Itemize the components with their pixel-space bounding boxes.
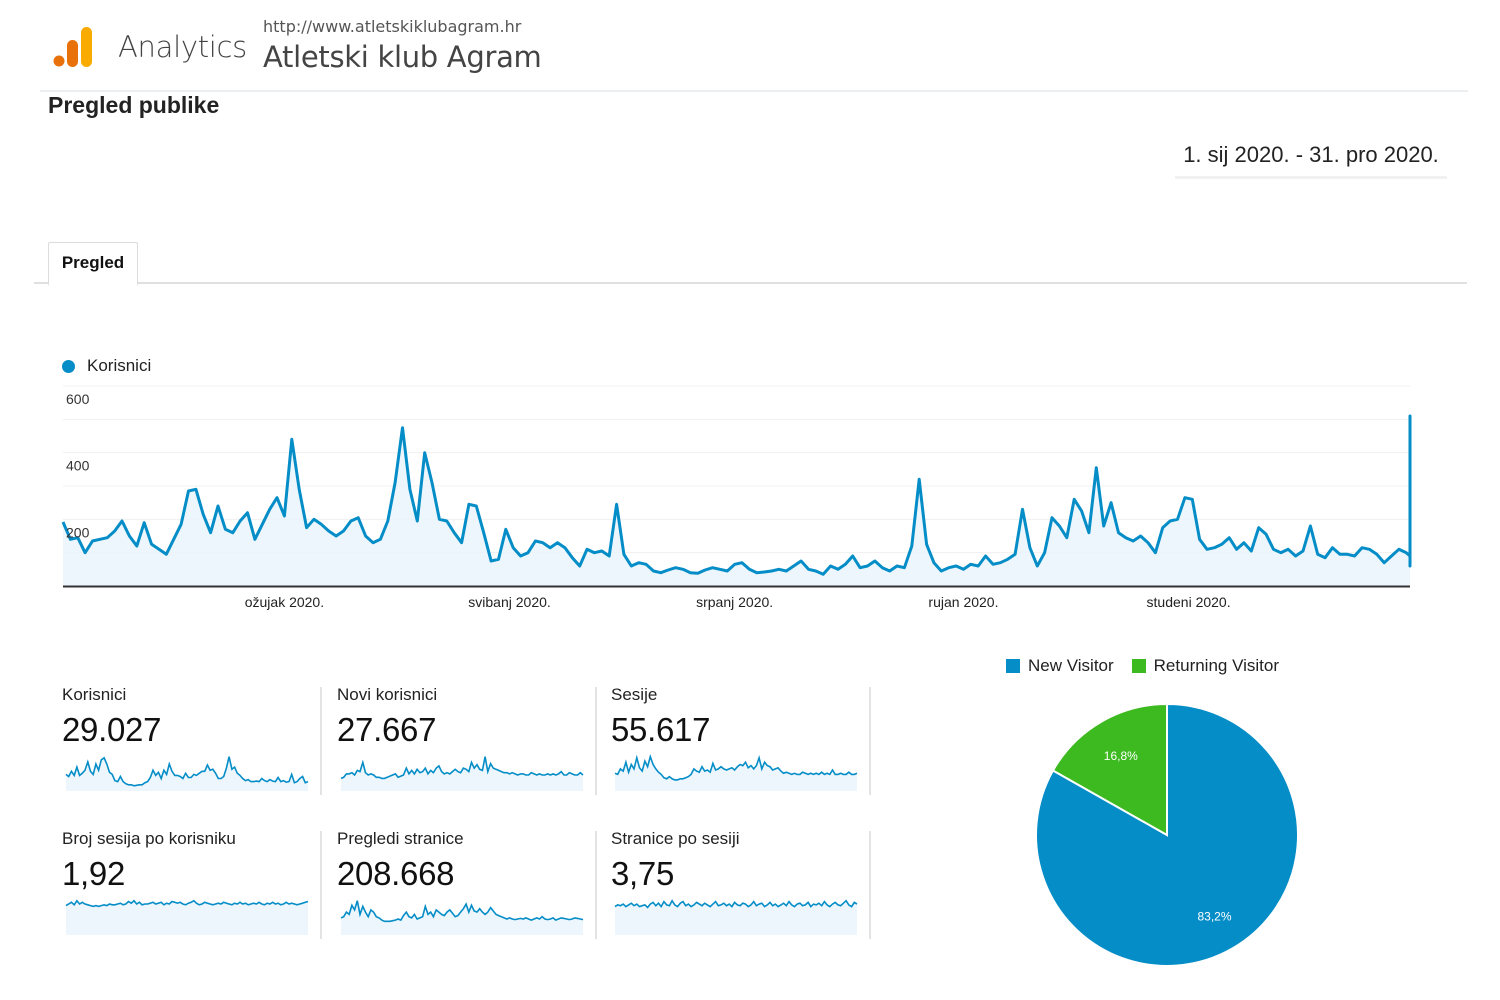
metric-value: 1,92	[62, 855, 126, 892]
header-divider	[40, 90, 1468, 92]
metric-label: Novi korisnici	[337, 685, 438, 704]
sparkline-fill	[66, 900, 308, 935]
property-url: http://www.atletskiklubagram.hr	[263, 17, 522, 36]
metric-card-sesije-po-korisniku[interactable]: Broj sesija po korisniku 1,92	[62, 829, 322, 937]
metric-value: 27.667	[337, 711, 437, 748]
x-tick-label: studeni 2020.	[1147, 594, 1231, 610]
metric-separator	[320, 831, 322, 939]
metric-label: Broj sesija po korisniku	[62, 829, 236, 848]
pie-slice-label: 16,8%	[1104, 749, 1138, 763]
x-tick-label: srpanj 2020.	[696, 594, 773, 610]
pie-slice-returning-visitor[interactable]	[1051, 702, 1168, 837]
legend-item-returning-visitor[interactable]: Returning Visitor	[1131, 656, 1280, 676]
sparkline-line	[65, 756, 309, 787]
tab-bar-divider	[34, 282, 1467, 284]
metric-separator	[869, 687, 871, 795]
sparkline-fill	[341, 756, 583, 791]
legend-label: Returning Visitor	[1153, 656, 1280, 675]
y-tick-label: 600	[66, 391, 90, 407]
metric-card-novi-korisnici[interactable]: Novi korisnici 27.667	[337, 685, 597, 793]
sparkline-line	[340, 900, 584, 923]
metric-sparkline	[340, 756, 584, 791]
property-name[interactable]: Atletski klub Agram	[263, 40, 542, 74]
metric-value: 208.668	[337, 855, 455, 892]
metric-value: 3,75	[611, 855, 675, 892]
metric-sparkline	[614, 754, 858, 791]
google-analytics-bars-icon	[53, 27, 92, 67]
metric-label: Pregledi stranice	[337, 829, 464, 848]
legend-dot-icon	[62, 359, 75, 373]
legend-swatch-icon	[1131, 659, 1146, 673]
visitor-type-pie-chart[interactable]: 83,2% 16,8%	[1030, 698, 1305, 973]
chart-axes: 200 400 600 ožujak 2020. svibanj 2020. srpanj…	[63, 391, 1410, 610]
metric-value: 55.617	[611, 711, 711, 748]
metric-sparkline	[65, 756, 309, 791]
metric-card-stranice-po-sesiji[interactable]: Stranice po sesiji 3,75	[611, 829, 871, 937]
app-name: Analytics	[118, 30, 247, 64]
sparkline-fill	[615, 900, 857, 935]
x-tick-label: ožujak 2020.	[245, 594, 324, 610]
pie-legend: New Visitor Returning Visitor	[1006, 656, 1279, 676]
legend-swatch-icon	[1006, 659, 1020, 673]
users-line-chart[interactable]: 200 400 600 ožujak 2020. svibanj 2020. srpanj…	[0, 380, 1500, 620]
pie-slice-new-visitor[interactable]	[1035, 702, 1299, 967]
sparkline-line	[614, 899, 858, 909]
y-tick-label: 400	[66, 458, 90, 474]
metric-sparkline	[65, 899, 309, 935]
metric-separator	[320, 687, 322, 795]
series-area-fill	[63, 416, 1410, 586]
metric-value: 29.027	[62, 711, 162, 748]
chart-area	[61, 414, 1412, 586]
metric-card-sesije[interactable]: Sesije 55.617	[611, 685, 871, 793]
google-analytics-logo[interactable]	[52, 24, 92, 68]
sparkline-line	[614, 754, 858, 781]
sparkline-fill	[615, 756, 857, 791]
metric-label: Stranice po sesiji	[611, 829, 740, 848]
series-line-korisnici[interactable]	[61, 414, 1412, 576]
legend-item-new-visitor[interactable]: New Visitor	[1006, 656, 1114, 676]
metric-label: Korisnici	[62, 685, 127, 704]
x-tick-label: rujan 2020.	[928, 594, 998, 610]
x-tick-label: svibanj 2020.	[468, 594, 551, 610]
metric-separator	[595, 831, 597, 939]
chart-legend: Korisnici	[62, 356, 151, 376]
sparkline-line	[340, 756, 584, 780]
metric-card-pregledi-stranice[interactable]: Pregledi stranice 208.668	[337, 829, 597, 937]
metric-sparkline	[614, 899, 858, 935]
legend-label: New Visitor	[1028, 656, 1114, 675]
metric-label: Sesije	[611, 685, 658, 704]
tab-pregled[interactable]: Pregled	[48, 242, 138, 286]
date-range-picker[interactable]: 1. sij 2020. - 31. pro 2020.	[1175, 142, 1447, 179]
metric-sparkline	[340, 900, 584, 935]
page-title: Pregled publike	[48, 92, 220, 118]
sparkline-fill	[66, 756, 308, 791]
y-tick-label: 200	[66, 524, 90, 540]
metric-separator	[869, 831, 871, 939]
pie-slice-label: 83,2%	[1197, 909, 1231, 923]
metric-separator	[595, 687, 597, 795]
sparkline-line	[65, 899, 309, 908]
metric-card-korisnici[interactable]: Korisnici 29.027	[62, 685, 322, 793]
legend-label-korisnici[interactable]: Korisnici	[87, 356, 152, 375]
sparkline-fill	[341, 900, 583, 935]
